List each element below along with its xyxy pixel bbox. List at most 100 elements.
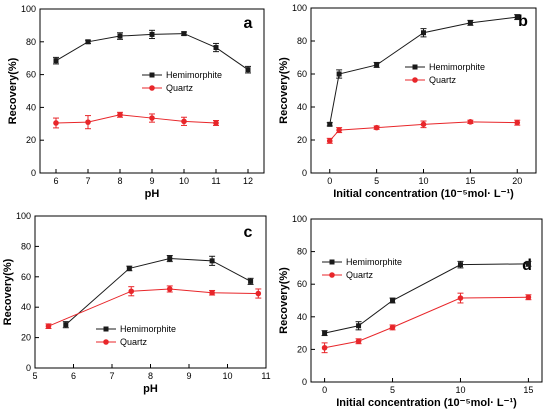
data-point-quartz — [326, 138, 333, 144]
y-tick-label: 60 — [21, 272, 31, 282]
x-axis-label: pH — [145, 188, 160, 200]
x-tick-label: 12 — [243, 176, 253, 186]
plot-frame — [310, 218, 543, 383]
data-point-quartz — [117, 111, 123, 118]
series-line-quartz — [55, 114, 217, 124]
legend-marker — [103, 339, 109, 345]
x-tick-label: 8 — [148, 371, 153, 381]
data-point-hemimorphite — [117, 33, 123, 39]
data-point-hemimorphite — [467, 20, 473, 26]
y-tick-label: 100 — [292, 3, 307, 13]
data-point-hemimorphite — [181, 31, 187, 37]
series-line-quartz — [48, 288, 259, 327]
legend-marker — [149, 72, 155, 78]
series-line-hemimorphite — [329, 16, 518, 125]
chart-panel-b: 0 5 10 15 20 0 20 40 60 80 100 Initial concentratio… — [278, 3, 537, 200]
legend-label: Quartz — [429, 75, 457, 85]
legend-label: Hemimorphite — [429, 62, 485, 72]
y-tick-label: 80 — [21, 241, 31, 251]
data-point-hemimorphite — [245, 67, 251, 73]
x-tick-label: 9 — [186, 371, 191, 381]
y-tick-label: 20 — [297, 135, 307, 145]
legend: Hemimorphite Quartz — [142, 70, 222, 93]
y-axis-label: Recovery(%) — [278, 57, 290, 124]
x-axis-label: pH — [143, 383, 158, 395]
data-point-hemimorphite — [421, 30, 426, 36]
data-point-hemimorphite — [63, 322, 69, 328]
legend-marker — [103, 326, 109, 332]
data-point-hemimorphite — [213, 45, 219, 51]
y-tick-label: 80 — [297, 36, 307, 46]
y-tick-label: 40 — [297, 312, 307, 322]
x-axis-label: Initial concentration (10⁻⁵mol· L⁻¹) — [336, 397, 517, 409]
legend-marker — [412, 77, 418, 83]
data-point-hemimorphite — [149, 31, 155, 37]
x-tick-label: 20 — [512, 176, 522, 186]
data-point-quartz — [53, 120, 59, 126]
series-line-hemimorphite — [65, 258, 251, 326]
x-tick-label: 8 — [117, 176, 122, 186]
x-tick-label: 5 — [390, 385, 395, 395]
data-point-hemimorphite — [514, 14, 520, 20]
x-tick-label: 10 — [222, 371, 232, 381]
y-axis-label: Recovery(%) — [7, 57, 19, 124]
legend-marker — [329, 259, 335, 265]
data-point-quartz — [181, 118, 187, 125]
data-point-hemimorphite — [336, 71, 342, 77]
x-axis-label: Initial concentration (10⁻⁵mol· L⁻¹) — [333, 188, 514, 200]
x-tick-label: 6 — [71, 371, 76, 381]
y-tick-label: 100 — [292, 214, 307, 224]
y-tick-label: 0 — [26, 363, 31, 373]
y-tick-label: 40 — [297, 102, 307, 112]
y-tick-label: 40 — [21, 302, 31, 312]
y-tick-label: 20 — [26, 135, 36, 145]
y-tick-label: 40 — [26, 102, 36, 112]
x-tick-label: 10 — [179, 176, 189, 186]
y-tick-label: 0 — [31, 168, 36, 178]
legend-label: Quartz — [120, 337, 148, 347]
x-tick-label: 9 — [149, 176, 154, 186]
x-tick-label: 10 — [418, 176, 428, 186]
data-point-hemimorphite — [356, 323, 362, 329]
panel-letter: a — [244, 15, 253, 32]
legend-marker — [149, 85, 155, 91]
series-line-quartz — [324, 296, 529, 349]
data-point-hemimorphite — [322, 330, 328, 336]
x-tick-label: 15 — [465, 176, 475, 186]
data-point-hemimorphite — [374, 62, 380, 68]
data-point-quartz — [321, 344, 328, 351]
data-point-quartz — [45, 323, 52, 330]
data-point-quartz — [85, 119, 91, 125]
data-point-hemimorphite — [85, 39, 91, 45]
legend-label: Hemimorphite — [120, 324, 176, 334]
data-point-quartz — [457, 295, 464, 301]
x-tick-label: 11 — [261, 371, 270, 381]
plot-frame — [34, 215, 267, 369]
y-tick-label: 100 — [21, 4, 36, 14]
y-tick-label: 80 — [297, 247, 307, 257]
panel-letter: c — [244, 224, 253, 241]
legend-label: Quartz — [346, 270, 374, 280]
chart-panel-c: 5 6 7 8 9 10 11 0 20 40 60 80 100 pH Recovery(%) c Hemim… — [2, 211, 271, 395]
data-point-quartz — [128, 288, 135, 295]
x-tick-label: 5 — [32, 371, 37, 381]
legend: Hemimorphite Quartz — [96, 324, 176, 347]
y-tick-label: 80 — [26, 37, 36, 47]
x-tick-label: 10 — [455, 385, 465, 395]
legend: Hemimorphite Quartz — [405, 62, 485, 85]
x-tick-label: 0 — [322, 385, 327, 395]
x-tick-label: 5 — [374, 176, 379, 186]
chart-panel-a: 6 7 8 9 10 11 12 0 20 40 60 80 100 pH Recovery(%) a Hemi… — [7, 4, 265, 200]
data-point-quartz — [389, 324, 396, 331]
data-point-quartz — [166, 286, 173, 292]
data-point-quartz — [525, 294, 532, 301]
data-point-hemimorphite — [126, 265, 132, 271]
data-point-hemimorphite — [457, 262, 463, 268]
data-point-quartz — [255, 290, 262, 297]
legend-marker — [329, 272, 335, 278]
legend-label: Hemimorphite — [346, 257, 402, 267]
data-point-quartz — [514, 119, 521, 126]
data-point-hemimorphite — [525, 261, 531, 267]
y-tick-label: 60 — [297, 69, 307, 79]
